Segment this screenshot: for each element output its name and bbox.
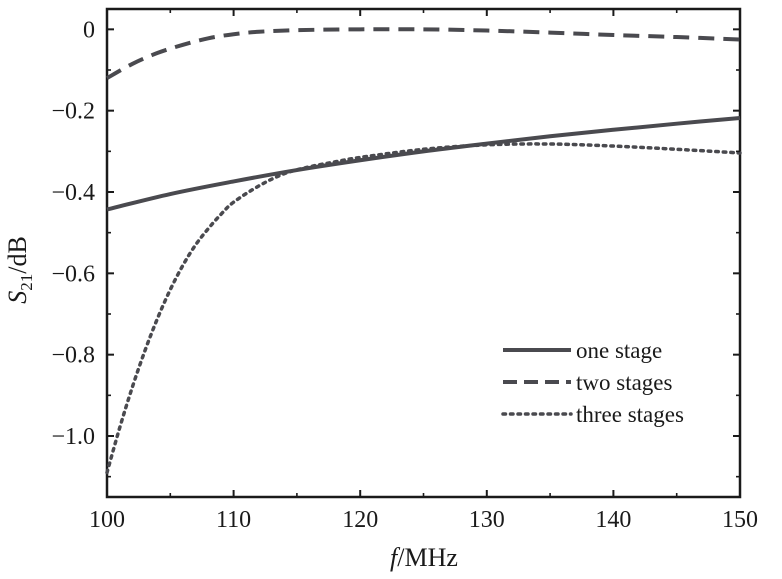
legend: one stage two stages three stages xyxy=(501,338,684,427)
tick-labels: 100 110 120 130 140 150 0 −0.2 −0.4 −0.6 −0.8 −1.0 xyxy=(51,17,758,533)
legend-label-two-stages: two stages xyxy=(576,370,673,395)
y-tick-label: −1.0 xyxy=(51,424,95,450)
series-group xyxy=(105,27,742,475)
y-tick-label: −0.4 xyxy=(51,180,95,206)
axis-ticks xyxy=(106,9,741,497)
x-tick-label: 150 xyxy=(722,507,758,533)
x-tick-label: 120 xyxy=(342,507,378,533)
y-axis-title: S21/dB xyxy=(3,236,36,304)
series-line-two-stages xyxy=(106,27,741,80)
y-axis-title-subscript: 21 xyxy=(17,274,36,291)
x-axis-title-unit: /MHz xyxy=(397,543,458,572)
series-line-three-stages xyxy=(105,142,742,475)
y-tick-label: −0.2 xyxy=(51,99,95,125)
x-tick-label: 130 xyxy=(469,507,505,533)
x-tick-label: 140 xyxy=(595,507,631,533)
x-axis-title-main: f xyxy=(390,543,401,572)
x-tick-label: 100 xyxy=(89,507,125,533)
y-tick-label: 0 xyxy=(83,17,95,43)
y-tick-label: −0.6 xyxy=(51,261,95,287)
y-tick-label: −0.8 xyxy=(51,343,95,369)
svg-text:S21/dB: S21/dB xyxy=(3,236,36,304)
legend-label-three-stages: three stages xyxy=(576,402,684,427)
y-axis-title-main: S xyxy=(3,291,32,304)
x-axis-title: f/MHz xyxy=(390,543,458,572)
y-axis-title-unit: /dB xyxy=(3,236,32,274)
x-tick-label: 110 xyxy=(216,507,251,533)
series-line-one-stage xyxy=(106,115,741,212)
legend-label-one-stage: one stage xyxy=(576,338,662,363)
